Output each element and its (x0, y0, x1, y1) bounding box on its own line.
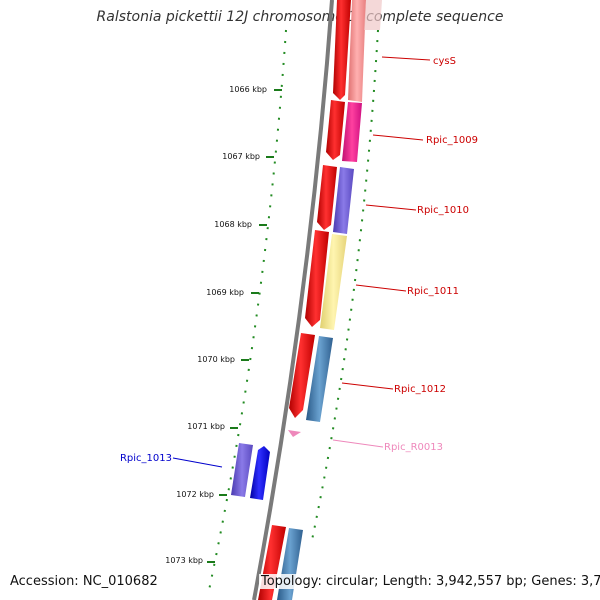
topology-text: Topology: circular; Length: 3,942,557 bp… (259, 574, 600, 589)
gene-label-cysS[interactable]: cysS (433, 56, 456, 67)
cog-block-top-pale (364, 0, 382, 30)
scale-ticks (207, 89, 282, 563)
gene-arrow-rpic-1010[interactable] (317, 165, 337, 230)
gene-label-rpic-1013[interactable]: Rpic_1013 (120, 453, 172, 464)
gene-label-rpic-r0013[interactable]: Rpic_R0013 (384, 442, 443, 453)
leader-cysS (381, 56, 431, 61)
gene-label-rpic-1012[interactable]: Rpic_1012 (394, 384, 446, 395)
scale-label-1066: 1066 kbp (229, 85, 267, 94)
gc-track-outer-left (207, 29, 287, 596)
cog-block-rpic-1013 (231, 443, 253, 497)
gene-label-rpic-1010[interactable]: Rpic_1010 (417, 205, 469, 216)
scale-label-1072: 1072 kbp (176, 490, 214, 499)
cog-block-rpic-1011 (320, 234, 347, 330)
scale-label-1067: 1067 kbp (222, 152, 260, 161)
gene-arrow-rpic-1011[interactable] (305, 230, 329, 327)
cog-category-track (277, 0, 382, 600)
scale-label-1070: 1070 kbp (197, 355, 235, 364)
gene-arrow-cysS[interactable] (333, 0, 351, 100)
gene-arrow-rpic-1012[interactable] (289, 333, 315, 418)
cog-block-rpic-1012 (306, 336, 333, 422)
chromosome-backbone (252, 0, 334, 600)
gene-label-rpic-1011[interactable]: Rpic_1011 (407, 286, 459, 297)
scale-label-1071: 1071 kbp (187, 422, 225, 431)
gene-arrow-rpic-1013[interactable] (250, 446, 270, 500)
scale-label-1069: 1069 kbp (206, 288, 244, 297)
leader-rpic-1013 (172, 457, 223, 468)
leader-rpic-1012 (341, 382, 394, 390)
gene-label-rpic-1009[interactable]: Rpic_1009 (426, 135, 478, 146)
leader-rpic-1009 (372, 134, 424, 141)
gene-marker-rpic-r0013[interactable] (288, 430, 301, 437)
leader-rpic-1010 (365, 204, 417, 211)
cog-block-rpic-1009 (342, 102, 362, 162)
cog-block-cysS (348, 0, 366, 102)
scale-label-1073: 1073 kbp (165, 556, 203, 565)
gene-arrow-rpic-1009[interactable] (326, 100, 345, 160)
map-title: Ralstonia pickettii 12J chromosome 1, co… (96, 9, 504, 25)
scale-label-1068: 1068 kbp (214, 220, 252, 229)
cog-block-rpic-1010 (333, 167, 354, 234)
leader-rpic-1011 (355, 284, 407, 292)
leader-rpic-r0013 (332, 439, 384, 448)
accession-text: Accession: NC_010682 (8, 574, 160, 589)
